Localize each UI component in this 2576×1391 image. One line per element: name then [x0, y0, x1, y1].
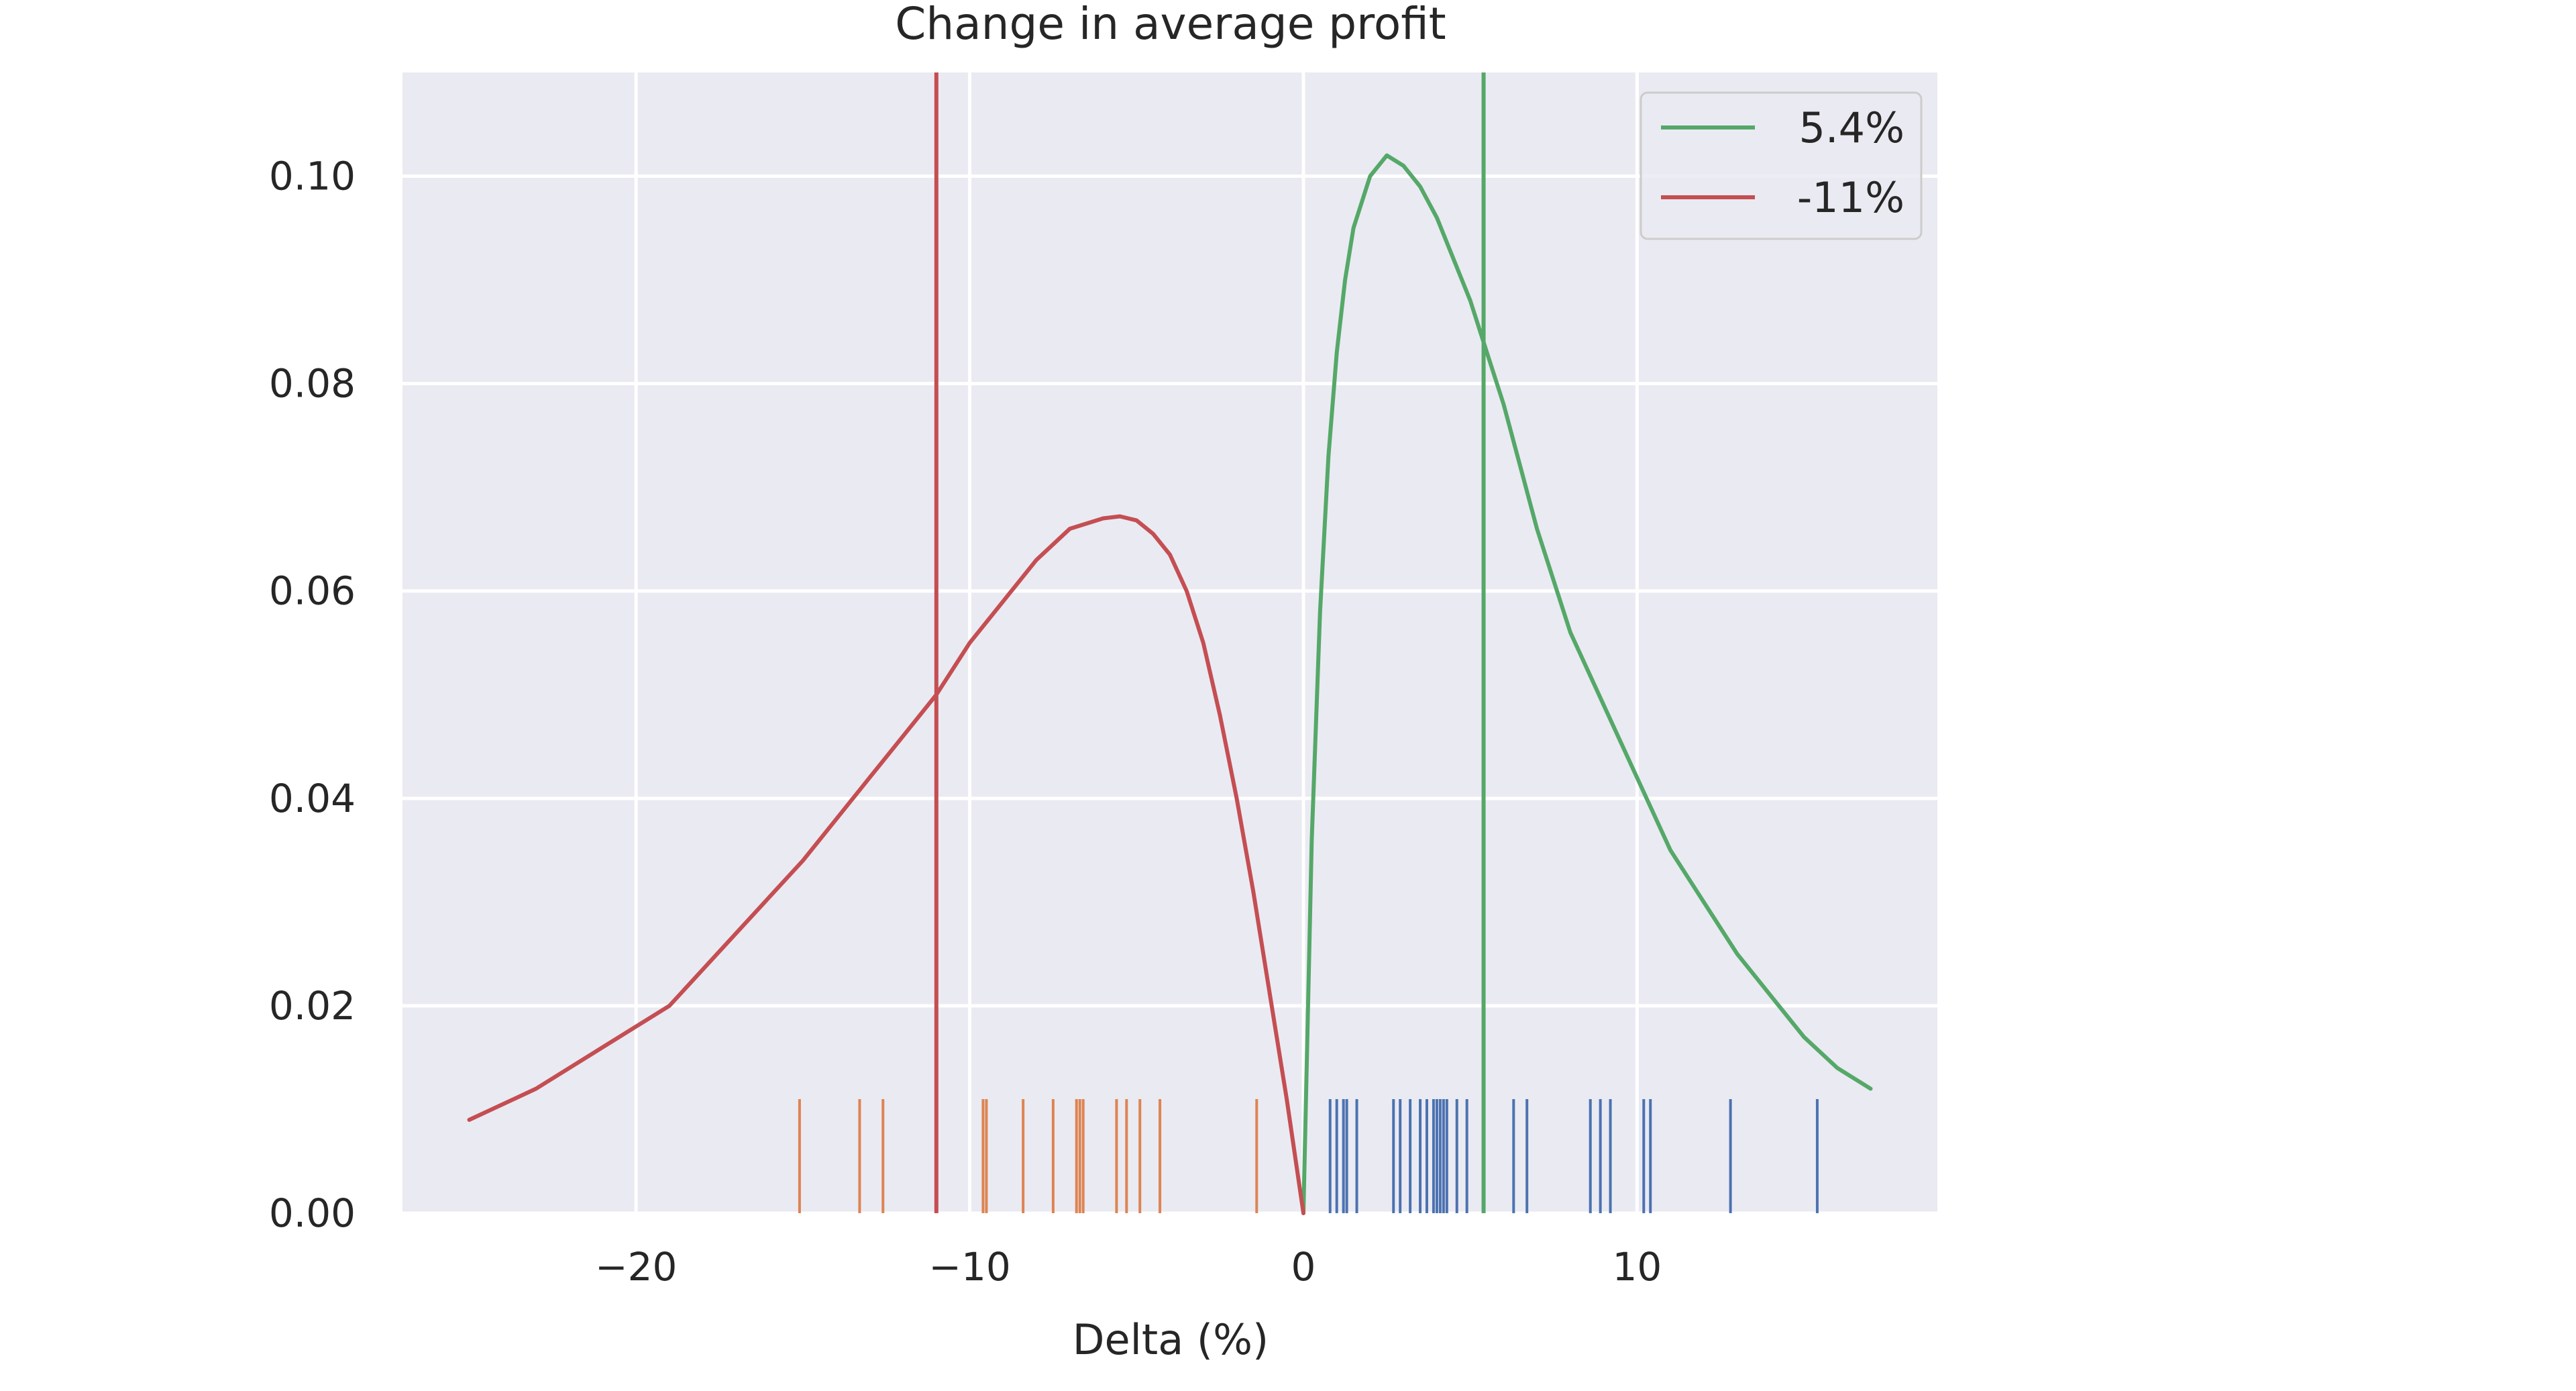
x-tick-label: −10 [928, 1244, 1010, 1290]
y-tick-label: 0.04 [269, 776, 356, 821]
legend-label: 5.4% [1799, 103, 1904, 152]
x-axis-label: Delta (%) [1073, 1315, 1269, 1364]
legend-label: -11% [1797, 173, 1904, 222]
x-tick-label: 0 [1291, 1244, 1316, 1290]
tick-labels: −20 −10 0 10 0.00 0.02 0.04 0.06 0.08 0.10 [269, 154, 1662, 1290]
y-tick-label: 0.02 [269, 983, 356, 1029]
legend: 5.4% -11% [1640, 91, 1923, 240]
y-tick-label: 0.10 [269, 154, 356, 199]
y-tick-label: 0.08 [269, 361, 356, 407]
chart-title: Change in average profit [895, 0, 1446, 50]
plot-area [402, 72, 1937, 1213]
series-lines [467, 72, 1873, 1215]
x-tick-label: −20 [595, 1244, 677, 1290]
x-tick-label: 10 [1612, 1244, 1662, 1290]
y-tick-label: 0.00 [269, 1190, 356, 1236]
series-line [467, 514, 1305, 1215]
series-line [1301, 153, 1873, 1215]
y-tick-label: 0.06 [269, 568, 356, 614]
rug-marks [798, 1099, 1819, 1213]
